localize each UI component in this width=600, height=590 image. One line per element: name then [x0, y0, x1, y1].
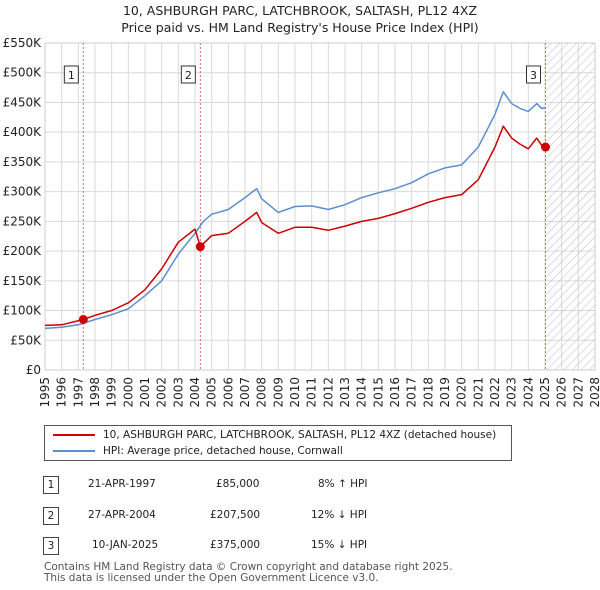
- x-tick-label: 2016: [388, 377, 402, 408]
- axes: 1995 1996 1997 1998 1999 2000 2001 2002 2003 2004…: [3, 36, 600, 408]
- chart-title: 10, ASHBURGH PARC, LATCHBROOK, SALTASH, …: [0, 2, 600, 36]
- sale-label-box: 3: [526, 65, 541, 84]
- transaction-hpi: 15% ↓ HPI: [311, 539, 368, 551]
- legend-swatch-hpi: [53, 450, 95, 452]
- sale-label-text: 3: [530, 69, 537, 82]
- transaction-price: £85,000: [216, 478, 260, 490]
- x-tick-label: 1998: [88, 377, 102, 408]
- series-lines: [44, 91, 546, 330]
- property-price-line: [44, 125, 546, 327]
- transaction-number: 3: [43, 537, 59, 555]
- x-tick-label: 1996: [55, 377, 69, 408]
- transaction-number: 2: [43, 507, 59, 525]
- grid: [44, 42, 596, 371]
- x-tick-label: 2028: [588, 377, 600, 408]
- y-tick-label: £300K: [3, 185, 43, 199]
- transaction-price: £375,000: [210, 539, 261, 551]
- transaction-hpi: 8% ↑ HPI: [318, 478, 368, 490]
- x-tick-label: 2002: [155, 377, 169, 408]
- x-tick-label: 2007: [238, 377, 252, 408]
- legend: 10, ASHBURGH PARC, LATCHBROOK, SALTASH, …: [44, 425, 512, 461]
- transaction-row: 1 21-APR-1997 £85,000 8% ↑ HPI: [0, 476, 600, 496]
- sale-label-frame: [63, 65, 79, 84]
- x-tick-label: 2012: [321, 377, 335, 408]
- title-line-2: Price paid vs. HM Land Registry's House …: [121, 20, 479, 35]
- transaction-date: 27-APR-2004: [88, 509, 156, 521]
- y-tick-label: £500K: [3, 66, 43, 80]
- transaction-price: £207,500: [210, 509, 261, 521]
- transaction-hpi: 12% ↓ HPI: [311, 509, 368, 521]
- forecast-area: [545, 43, 595, 370]
- hpi-line: [44, 91, 546, 330]
- sale-point: [541, 142, 550, 152]
- x-tick-label: 2014: [355, 377, 369, 408]
- sale-label-frame: [180, 65, 196, 84]
- transaction-row: 2 27-APR-2004 £207,500 12% ↓ HPI: [0, 507, 600, 527]
- x-tick-label: 1997: [71, 377, 85, 408]
- x-tick-label: 2011: [305, 377, 319, 408]
- x-tick-label: 2024: [521, 377, 535, 408]
- x-tick-label: 2003: [171, 377, 185, 408]
- x-tick-label: 2015: [371, 377, 385, 408]
- y-tick-label: £200K: [3, 244, 43, 258]
- x-tick-label: 2008: [255, 377, 269, 408]
- sale-label-frame: [526, 65, 541, 84]
- plot-border: [44, 42, 596, 371]
- legend-swatch-property: [53, 434, 95, 436]
- legend-item-hpi: HPI: Average price, detached house, Corn…: [53, 443, 343, 459]
- transaction-date: 10-JAN-2025: [92, 539, 159, 551]
- x-tick-label: 2001: [138, 377, 152, 408]
- sale-label-text: 1: [68, 69, 75, 82]
- title-line-1: 10, ASHBURGH PARC, LATCHBROOK, SALTASH, …: [122, 3, 478, 18]
- x-tick-label: 2023: [505, 377, 519, 408]
- legend-label-property: 10, ASHBURGH PARC, LATCHBROOK, SALTASH, …: [103, 429, 497, 441]
- transaction-date: 21-APR-1997: [88, 478, 156, 490]
- legend-item-property: 10, ASHBURGH PARC, LATCHBROOK, SALTASH, …: [53, 427, 496, 443]
- x-tick-label: 2026: [555, 377, 569, 408]
- x-tick-label: 2027: [571, 377, 585, 408]
- forecast-hatch: [545, 43, 595, 370]
- y-tick-label: £550K: [3, 36, 43, 50]
- sale-point: [78, 314, 88, 324]
- x-tick-label: 2005: [205, 377, 219, 408]
- x-tick-label: 2004: [188, 377, 202, 408]
- x-tick-label: 2022: [488, 377, 502, 408]
- x-tick-label: 2020: [455, 377, 469, 408]
- transaction-number: 1: [43, 476, 59, 494]
- x-tick-label: 2010: [288, 377, 302, 408]
- x-tick-label: 2000: [121, 377, 135, 408]
- sale-labels: 1 2 3: [63, 65, 541, 84]
- x-tick-label: 1995: [38, 377, 52, 408]
- x-tick-label: 2017: [405, 377, 419, 408]
- y-tick-label: £350K: [3, 155, 43, 169]
- x-tick-label: 2019: [438, 377, 452, 408]
- y-tick-label: £250K: [3, 214, 43, 228]
- x-tick-label: 2018: [421, 377, 435, 408]
- footer: Contains HM Land Registry data © Crown c…: [44, 562, 452, 584]
- x-tick-label: 2025: [538, 377, 552, 408]
- x-tick-label: 1999: [105, 377, 119, 408]
- y-tick-label: £100K: [3, 304, 43, 318]
- footer-copyright: Contains HM Land Registry data © Crown c…: [44, 561, 453, 573]
- sale-label-box: 1: [63, 65, 79, 84]
- legend-label-hpi: HPI: Average price, detached house, Corn…: [103, 445, 343, 457]
- sale-label-text: 2: [185, 69, 192, 82]
- y-tick-label: £400K: [3, 125, 43, 139]
- footer-licence: This data is licensed under the Open Gov…: [44, 572, 379, 584]
- sale-points: [78, 142, 550, 324]
- sale-label-box: 2: [180, 65, 196, 84]
- x-tick-label: 2006: [221, 377, 235, 408]
- price-chart: 1 2 3 1995 1996 1997 1998 1999 2000 2001 2002 2003…: [3, 36, 600, 408]
- y-tick-label: £0: [26, 363, 41, 377]
- y-tick-label: £150K: [3, 274, 43, 288]
- x-tick-label: 2013: [338, 377, 352, 408]
- transaction-row: 3 10-JAN-2025 £375,000 15% ↓ HPI: [0, 537, 600, 557]
- x-tick-label: 2021: [471, 377, 485, 408]
- sale-point: [195, 242, 205, 252]
- x-tick-label: 2009: [271, 377, 285, 408]
- y-tick-label: £50K: [10, 333, 42, 347]
- y-tick-label: £450K: [3, 95, 43, 109]
